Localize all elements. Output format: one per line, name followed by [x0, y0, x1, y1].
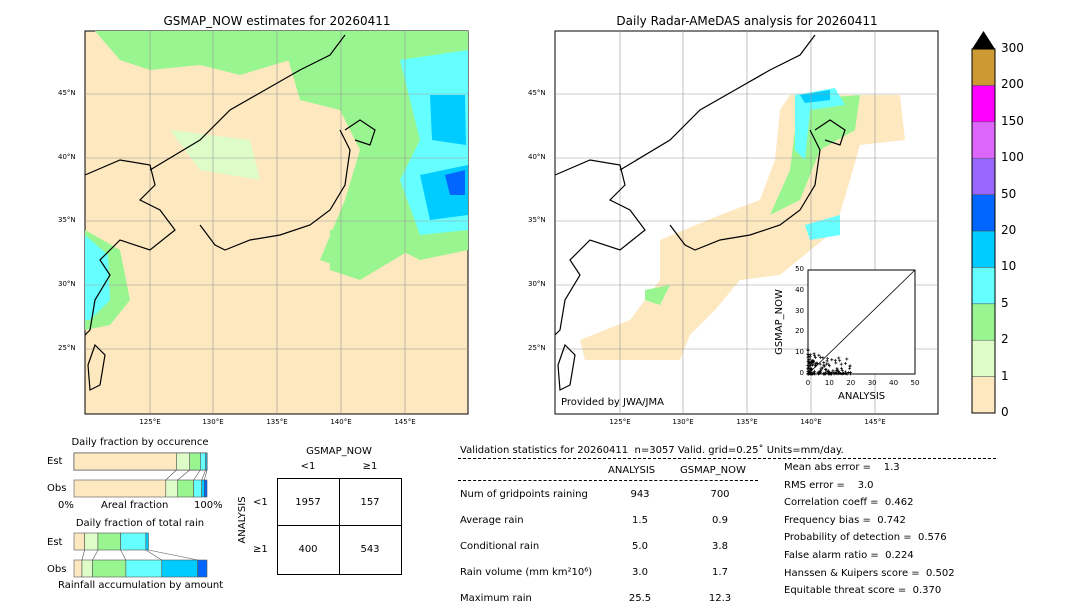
stats-analysis-value: 25.5 — [600, 593, 680, 604]
stats-col-analysis: ANALYSIS — [608, 465, 655, 476]
cell-543: 543 — [339, 544, 401, 555]
table-divider — [339, 478, 340, 574]
stats-gsmap-value: 700 — [680, 489, 760, 500]
bar-segment — [82, 560, 93, 577]
bar-segment — [202, 480, 205, 497]
bar-segment — [198, 560, 207, 577]
bar-segment — [121, 533, 146, 550]
bar-segment — [74, 480, 166, 497]
stats-divider — [458, 458, 996, 459]
bar-segment — [74, 453, 176, 470]
bar-segment — [166, 480, 178, 497]
score-line: Correlation coeff = 0.462 — [784, 497, 914, 508]
stats-row-label: Average rain — [460, 515, 524, 526]
stats-gsmap-value: 3.8 — [680, 541, 760, 552]
table-divider — [277, 525, 401, 526]
bar-segment — [178, 480, 194, 497]
row-ge1: ≥1 — [253, 544, 268, 555]
stats-analysis-value: 5.0 — [600, 541, 680, 552]
bar-segment — [190, 453, 201, 470]
stats-gsmap-value: 12.3 — [680, 593, 760, 604]
score-line: Frequency bias = 0.742 — [784, 515, 906, 526]
stats-row-label: Rain volume (mm km²10⁶) — [460, 567, 592, 578]
stats-row-label: Num of gridpoints raining — [460, 489, 588, 500]
stats-divider — [458, 480, 758, 481]
bar-segment — [200, 453, 205, 470]
stats-col-gsmap: GSMAP_NOW — [680, 465, 746, 476]
row-lt1: <1 — [253, 497, 268, 508]
bar-segment — [206, 453, 207, 470]
bar-segment — [194, 480, 202, 497]
stats-analysis-value: 3.0 — [600, 567, 680, 578]
score-line: False alarm ratio = 0.224 — [784, 550, 914, 561]
bar-segment — [74, 560, 82, 577]
contingency-title: GSMAP_NOW — [277, 446, 401, 457]
bar-segment — [146, 533, 149, 550]
bar-segment — [204, 480, 207, 497]
bar-segment — [162, 560, 198, 577]
stats-row-label: Conditional rain — [460, 541, 539, 552]
score-line: RMS error = 3.0 — [784, 480, 874, 491]
bar-segment — [85, 533, 98, 550]
stats-analysis-value: 1.5 — [600, 515, 680, 526]
cell-157: 157 — [339, 497, 401, 508]
bar-segment — [93, 560, 126, 577]
score-line: Probability of detection = 0.576 — [784, 532, 947, 543]
score-line: Mean abs error = 1.3 — [784, 462, 900, 473]
score-line: Equitable threat score = 0.370 — [784, 585, 941, 596]
cell-1957: 1957 — [277, 497, 339, 508]
contingency-ylabel: ANALYSIS — [237, 490, 249, 550]
stats-header: Validation statistics for 20260411 n=305… — [460, 445, 844, 456]
bar-segment — [74, 533, 85, 550]
score-line: Hanssen & Kuipers score = 0.502 — [784, 568, 955, 579]
stats-row-label: Maximum rain — [460, 593, 532, 604]
col-ge1: ≥1 — [339, 461, 401, 472]
bar-segment — [126, 560, 162, 577]
bar-segment — [98, 533, 121, 550]
stats-gsmap-value: 0.9 — [680, 515, 760, 526]
bar-segment — [176, 453, 189, 470]
bar-charts — [0, 0, 1080, 612]
col-lt1: <1 — [277, 461, 339, 472]
stats-gsmap-value: 1.7 — [680, 567, 760, 578]
cell-400: 400 — [277, 544, 339, 555]
stats-analysis-value: 943 — [600, 489, 680, 500]
